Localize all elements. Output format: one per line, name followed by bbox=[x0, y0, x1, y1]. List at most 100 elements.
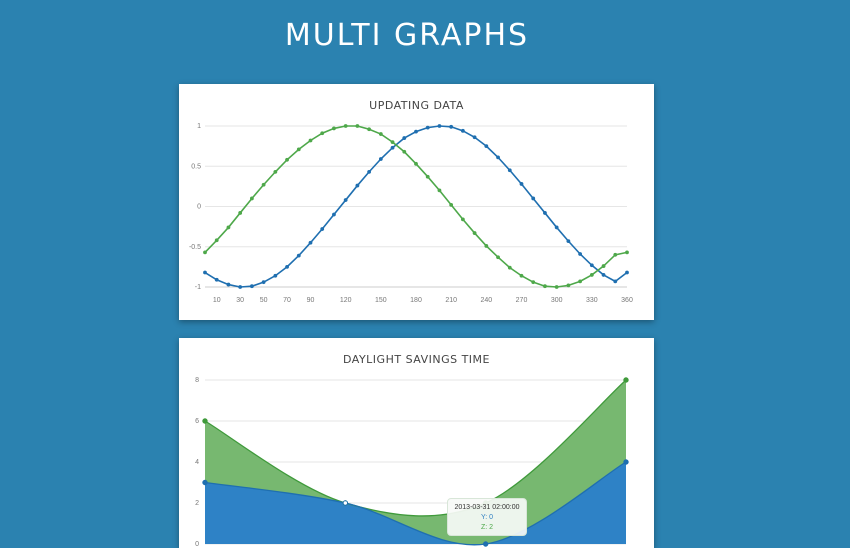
data-point bbox=[472, 231, 477, 235]
data-point bbox=[343, 198, 348, 202]
data-point bbox=[238, 285, 243, 289]
data-point bbox=[613, 252, 618, 257]
data-point bbox=[332, 126, 336, 131]
y-tick-label: 1 bbox=[197, 123, 201, 130]
data-point bbox=[623, 459, 629, 465]
data-point bbox=[484, 244, 489, 248]
data-point bbox=[320, 131, 325, 136]
y-tick-label: 6 bbox=[195, 418, 199, 425]
data-point bbox=[543, 284, 547, 289]
tooltip-z-value: Z: 2 bbox=[480, 524, 494, 531]
data-point bbox=[378, 132, 383, 136]
data-point bbox=[261, 182, 266, 187]
x-tick-label: 150 bbox=[375, 297, 387, 304]
data-point bbox=[202, 479, 208, 486]
data-point bbox=[625, 250, 629, 255]
data-point bbox=[589, 273, 594, 277]
data-point bbox=[578, 252, 583, 256]
data-point bbox=[296, 253, 301, 258]
chart-title: UPDATING DATA bbox=[369, 99, 464, 112]
data-point bbox=[566, 283, 571, 288]
x-tick-label: 10 bbox=[213, 297, 221, 304]
data-point bbox=[507, 265, 512, 270]
data-point bbox=[226, 225, 231, 230]
data-point bbox=[367, 127, 372, 132]
area-series-y bbox=[205, 462, 626, 545]
daylight-savings-chart-card: DAYLIGHT SAVINGS TIME 8 6 4 2 0 2013-03-31 0… bbox=[179, 338, 654, 548]
data-point bbox=[589, 263, 594, 268]
data-point bbox=[601, 273, 606, 277]
x-tick-label: 330 bbox=[586, 297, 598, 304]
data-point bbox=[273, 169, 278, 174]
data-point bbox=[355, 124, 360, 128]
tooltip-date: 2013-03-31 02:00:00 bbox=[454, 504, 520, 511]
page-title: MULTI GRAPHS bbox=[284, 18, 530, 53]
data-point bbox=[355, 183, 360, 188]
data-point bbox=[531, 196, 536, 201]
data-point bbox=[308, 240, 313, 245]
data-point bbox=[554, 225, 559, 230]
data-point bbox=[554, 285, 559, 289]
data-point bbox=[296, 147, 301, 152]
data-point bbox=[519, 182, 524, 186]
data-point bbox=[578, 279, 583, 284]
data-point bbox=[482, 541, 489, 547]
x-tick-label: 70 bbox=[283, 297, 291, 304]
data-point bbox=[342, 500, 349, 506]
data-point bbox=[214, 277, 219, 282]
data-point bbox=[496, 255, 500, 260]
data-point bbox=[320, 227, 325, 231]
data-point bbox=[378, 157, 383, 161]
data-point bbox=[566, 239, 571, 244]
data-point bbox=[343, 124, 348, 128]
data-point bbox=[390, 145, 395, 150]
tooltip-y-value: Y: 0 bbox=[480, 514, 494, 521]
y-tick-label: -1 bbox=[195, 284, 201, 291]
y-tick-label: 8 bbox=[195, 377, 199, 384]
data-point bbox=[414, 161, 418, 166]
y-tick-label: 4 bbox=[195, 459, 199, 466]
y-tick-label: 2 bbox=[195, 500, 199, 507]
y-tick-label: -0.5 bbox=[189, 244, 201, 251]
x-tick-label: 240 bbox=[480, 297, 492, 304]
x-tick-label: 30 bbox=[236, 297, 244, 304]
data-point bbox=[613, 279, 618, 284]
data-point bbox=[543, 211, 547, 215]
data-point bbox=[449, 124, 454, 129]
data-point bbox=[425, 125, 430, 130]
data-point bbox=[460, 128, 465, 133]
x-tick-label: 180 bbox=[410, 297, 422, 304]
x-tick-label: 360 bbox=[621, 297, 633, 304]
data-point bbox=[496, 155, 500, 160]
data-point bbox=[332, 212, 336, 217]
data-point bbox=[402, 136, 407, 140]
data-point bbox=[238, 211, 243, 215]
data-point bbox=[460, 217, 465, 222]
data-point bbox=[402, 149, 407, 154]
series-line-y bbox=[204, 461, 627, 546]
data-point bbox=[531, 280, 536, 285]
series-line-z bbox=[204, 379, 627, 517]
x-tick-label: 270 bbox=[516, 297, 528, 304]
data-point bbox=[285, 264, 289, 269]
x-tick-label: 90 bbox=[307, 297, 315, 304]
data-point bbox=[367, 169, 372, 174]
data-point bbox=[472, 135, 477, 140]
data-point bbox=[449, 202, 454, 207]
area-chart: 8 6 4 2 0 bbox=[195, 377, 629, 548]
updating-data-chart-card: UPDATING DATA 1 0.5 0 -0.5 -1 10 30 50 70 90 120 15… bbox=[179, 84, 654, 320]
data-point bbox=[203, 270, 207, 275]
line-chart: 1 0.5 0 -0.5 -1 10 30 50 70 90 120 150 180 210 240 270 3… bbox=[189, 123, 633, 304]
data-point bbox=[273, 273, 278, 278]
data-point bbox=[261, 280, 266, 285]
data-point bbox=[203, 250, 207, 255]
x-tick-label: 50 bbox=[260, 297, 268, 304]
data-point bbox=[249, 196, 254, 201]
data-point bbox=[214, 238, 219, 243]
data-point bbox=[285, 157, 289, 162]
data-point bbox=[425, 174, 430, 179]
y-tick-label: 0 bbox=[195, 541, 199, 548]
x-tick-label: 120 bbox=[340, 297, 352, 304]
data-point bbox=[437, 124, 442, 128]
chart-title: DAYLIGHT SAVINGS TIME bbox=[343, 353, 490, 366]
